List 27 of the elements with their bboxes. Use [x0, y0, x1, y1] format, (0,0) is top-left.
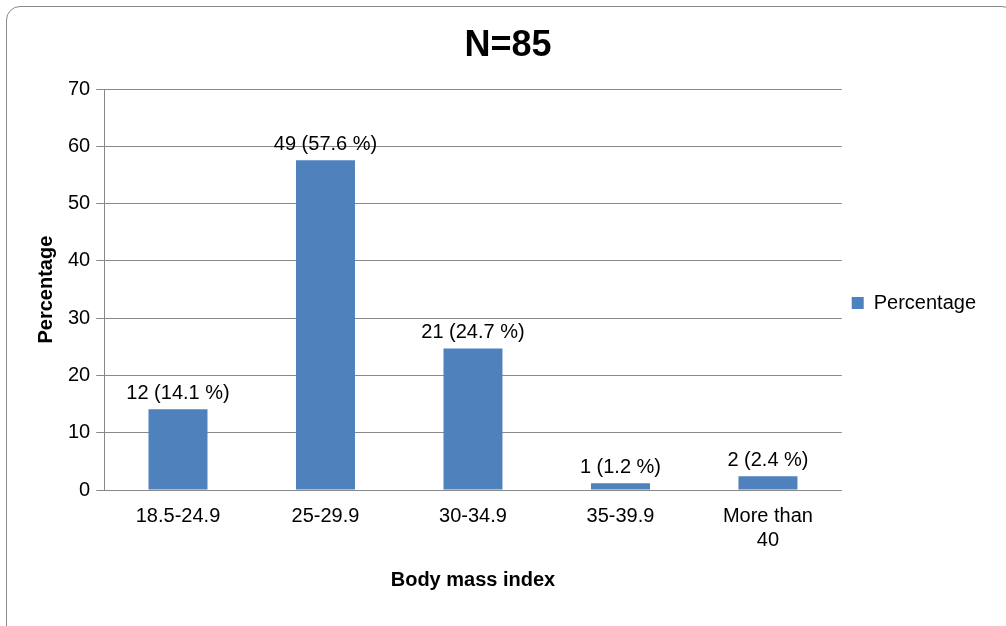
bar — [738, 476, 798, 490]
data-label: 12 (14.1 %) — [126, 380, 230, 403]
chart-title: N=85 — [464, 22, 552, 64]
y-tick-label: 70 — [68, 76, 91, 99]
data-label: 1 (1.2 %) — [579, 454, 662, 477]
x-tick-label: 30-34.9 — [439, 503, 507, 526]
y-tick-label: 60 — [68, 133, 91, 156]
bar — [148, 409, 208, 490]
data-label: 2 (2.4 %) — [727, 447, 809, 470]
data-label: 21 (24.7 %) — [421, 320, 525, 343]
bar — [443, 348, 503, 490]
legend-label: Percentage — [873, 290, 976, 313]
x-tick-label: 35-39.9 — [586, 503, 655, 526]
x-axis-title: Body mass index — [390, 567, 556, 590]
y-axis-title: Percentage — [33, 235, 56, 344]
data-label: 49 (57.6 %) — [273, 131, 378, 154]
y-tick-label: 30 — [68, 305, 91, 328]
y-tick-label: 0 — [79, 477, 91, 500]
x-tick-label: More than 40 — [722, 503, 813, 550]
x-tick-label: 18.5-24.9 — [135, 503, 221, 526]
y-tick-label: 40 — [68, 248, 91, 271]
y-tick-label: 50 — [68, 191, 91, 214]
bar — [295, 160, 355, 490]
bar — [590, 483, 650, 490]
y-tick-label: 20 — [68, 363, 91, 385]
x-tick-label: 25-29.9 — [291, 503, 360, 526]
y-tick-label: 10 — [68, 420, 91, 443]
